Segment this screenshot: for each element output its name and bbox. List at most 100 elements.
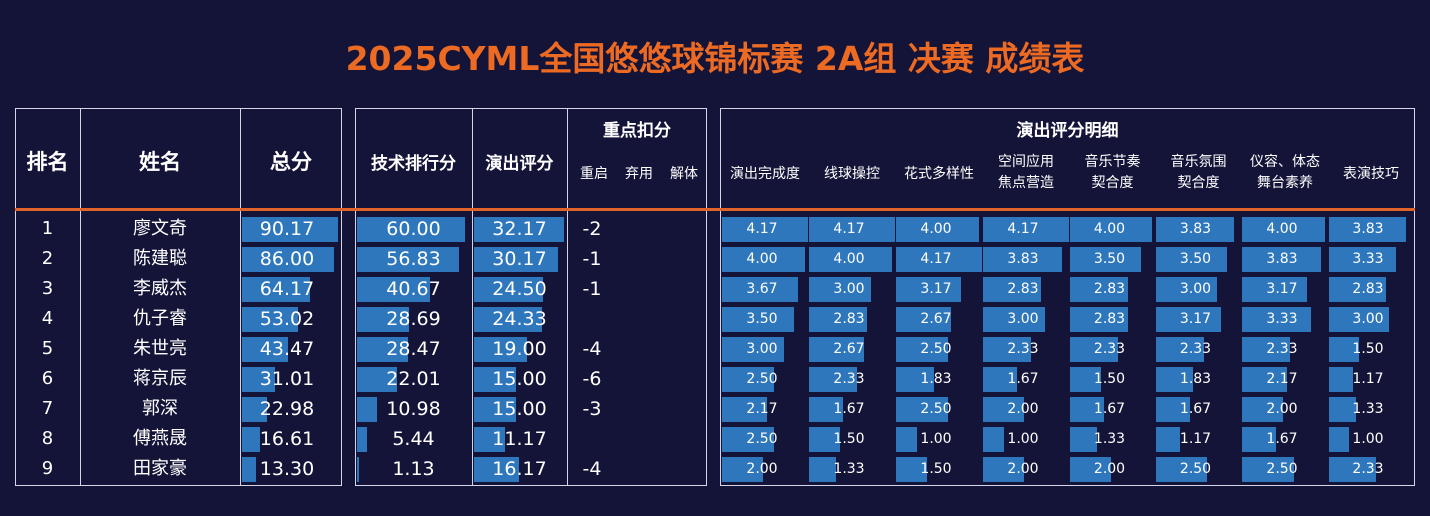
total-value: 16.61 <box>259 428 315 450</box>
total-bar <box>242 427 260 452</box>
detail-value: 2.50 <box>746 371 778 387</box>
rank-cell: 4 <box>41 308 54 329</box>
header-separator <box>15 208 1415 211</box>
detail-bar <box>1242 367 1287 392</box>
tech-value: 5.44 <box>392 428 435 450</box>
header-detail-col: 空间应用 焦点营造 <box>998 154 1054 191</box>
detail-value: 3.17 <box>1266 281 1298 297</box>
name-cell: 廖文奇 <box>133 218 187 239</box>
rank-cell: 8 <box>41 428 54 449</box>
rank-cell: 6 <box>41 368 54 389</box>
main-table-frame <box>15 108 342 486</box>
detail-bar <box>1156 217 1235 242</box>
detail-value: 2.50 <box>1179 461 1212 477</box>
detail-value: 2.50 <box>1266 461 1298 477</box>
detail-value: 3.83 <box>1352 221 1384 237</box>
perf-bar <box>474 427 506 452</box>
perf-bar <box>474 397 516 422</box>
detail-bar <box>1070 247 1142 272</box>
detail-bar <box>983 247 1062 272</box>
detail-value: 1.17 <box>1352 371 1384 387</box>
perf-value: 32.17 <box>492 218 547 240</box>
detail-bar <box>809 307 868 332</box>
detail-bar <box>1156 457 1207 482</box>
detail-bar <box>1070 397 1104 422</box>
tech-bar <box>357 277 431 302</box>
deduct-value: -1 <box>582 278 602 300</box>
detail-value: 4.00 <box>746 251 778 267</box>
detail-value: 3.50 <box>1093 251 1126 267</box>
column-divider <box>80 108 81 486</box>
header-detail-col: 音乐节奏 契合度 <box>1084 154 1141 191</box>
tech-bar <box>357 247 460 272</box>
header-detail-col: 仪容、体态 舞台素养 <box>1250 154 1320 191</box>
detail-bar <box>983 427 1004 452</box>
detail-value: 2.17 <box>1266 371 1298 387</box>
detail-value: 2.33 <box>1007 341 1039 357</box>
detail-value: 3.00 <box>1007 311 1039 327</box>
detail-bar <box>1070 427 1098 452</box>
header-detail-col: 音乐氛围 契合度 <box>1170 154 1227 191</box>
detail-value: 3.00 <box>833 281 865 297</box>
tech-value: 1.13 <box>392 458 435 480</box>
deduct-value: -6 <box>582 368 602 390</box>
name-cell: 朱世亮 <box>133 338 187 359</box>
detail-bar <box>1156 427 1180 452</box>
perf-value: 11.17 <box>492 428 547 450</box>
detail-value: 1.83 <box>920 371 952 387</box>
detail-value: 4.00 <box>1093 221 1126 237</box>
detail-value: 2.83 <box>1093 311 1126 327</box>
detail-value: 2.00 <box>1007 461 1039 477</box>
tech-bar <box>357 217 465 242</box>
detail-value: 3.83 <box>1007 251 1039 267</box>
name-cell: 仇子睿 <box>133 308 187 329</box>
detail-bar <box>1242 247 1321 272</box>
detail-bar <box>983 397 1025 422</box>
detail-bar <box>1242 217 1325 242</box>
detail-value: 1.83 <box>1179 371 1212 387</box>
detail-value: 1.67 <box>833 401 865 417</box>
total-value: 53.02 <box>259 308 315 330</box>
total-bar <box>242 217 338 242</box>
detail-bar <box>1156 337 1204 362</box>
detail-value: 2.50 <box>746 431 778 447</box>
detail-bar <box>1242 457 1294 482</box>
total-bar <box>242 457 257 482</box>
column-divider <box>567 108 568 486</box>
detail-value: 4.17 <box>1007 221 1039 237</box>
deduct-value: -4 <box>582 338 602 360</box>
header-detail-col: 花式多样性 <box>904 166 974 182</box>
perf-value: 24.50 <box>492 278 547 300</box>
detail-value: 4.00 <box>920 221 952 237</box>
detail-bar <box>722 367 774 392</box>
detail-bar <box>1156 367 1194 392</box>
name-cell: 傅燕晟 <box>133 428 187 449</box>
header-tech: 技术排行分 <box>371 154 456 174</box>
detail-bar <box>983 277 1042 302</box>
detail-bar <box>1070 457 1111 482</box>
detail-bar <box>722 427 774 452</box>
detail-value: 1.00 <box>920 431 952 447</box>
header-detail-col: 表演技巧 <box>1343 166 1399 182</box>
detail-bar <box>809 457 837 482</box>
detail-value: 1.33 <box>1093 431 1126 447</box>
header-total: 总分 <box>270 150 312 174</box>
detail-bar <box>809 397 844 422</box>
detail-value: 1.67 <box>1007 371 1039 387</box>
header-detail-col: 线球操控 <box>824 166 880 182</box>
detail-value: 2.00 <box>1007 401 1039 417</box>
column-divider <box>472 108 473 486</box>
detail-bar <box>1070 277 1128 302</box>
detail-bar <box>1329 247 1397 272</box>
total-bar <box>242 307 299 332</box>
detail-bar <box>1242 397 1284 422</box>
total-value: 64.17 <box>259 278 315 300</box>
detail-value: 4.17 <box>920 251 952 267</box>
detail-bar <box>1329 277 1386 302</box>
detail-value: 2.00 <box>1093 461 1126 477</box>
name-cell: 蒋京辰 <box>133 368 187 389</box>
header-deduct-col: 解体 <box>670 166 698 182</box>
detail-bar <box>1329 307 1390 332</box>
detail-bar <box>1070 337 1118 362</box>
detail-bar <box>1329 367 1353 392</box>
